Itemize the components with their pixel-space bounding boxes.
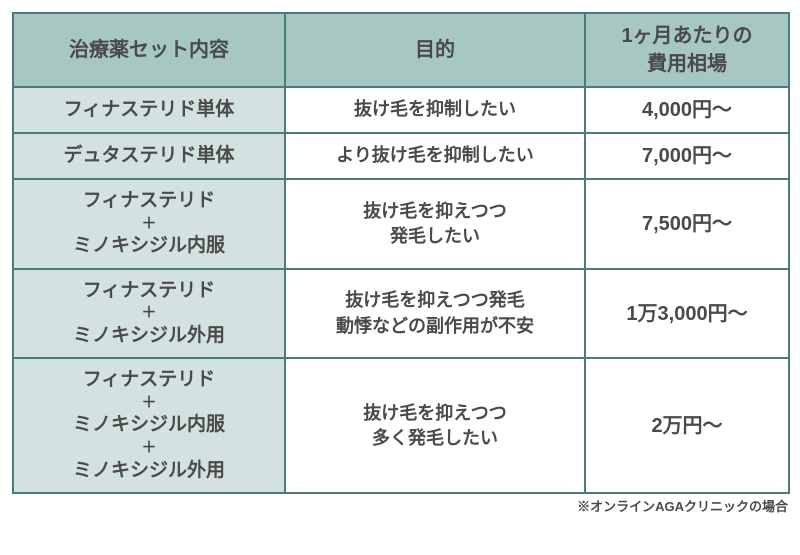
- cell-price: 2万円〜: [585, 358, 789, 493]
- purpose-line: 動悸などの副作用が不安: [292, 314, 578, 339]
- plus-separator: ＋: [20, 216, 278, 233]
- cell-price: 7,000円〜: [585, 133, 789, 179]
- table-header: 治療薬セット内容 目的 1ヶ月あたりの費用相場: [13, 13, 789, 87]
- set-line: デュタステリド単体: [20, 143, 278, 170]
- cell-set: フィナステリド単体: [13, 87, 285, 133]
- plus-separator: ＋: [20, 440, 278, 457]
- cell-purpose: 抜け毛を抑えつつ多く発毛したい: [285, 358, 585, 493]
- purpose-line: 抜け毛を抑えつつ発毛: [292, 288, 578, 313]
- purpose-line: 抜け毛を抑制したい: [292, 97, 578, 122]
- purpose-line: より抜け毛を抑制したい: [292, 143, 578, 168]
- table-row: フィナステリド＋ミノキシジル内服＋ミノキシジル外用抜け毛を抑えつつ多く発毛したい…: [13, 358, 789, 493]
- cell-purpose: 抜け毛を抑えつつ発毛動悸などの副作用が不安: [285, 269, 585, 359]
- set-line: フィナステリド単体: [20, 97, 278, 124]
- purpose-line: 発毛したい: [292, 224, 578, 249]
- plus-separator: ＋: [20, 305, 278, 322]
- plus-separator: ＋: [20, 395, 278, 412]
- table-row: フィナステリド＋ミノキシジル内服抜け毛を抑えつつ発毛したい7,500円〜: [13, 179, 789, 269]
- table-row: デュタステリド単体より抜け毛を抑制したい 7,000円〜: [13, 133, 789, 179]
- cell-purpose: 抜け毛を抑制したい: [285, 87, 585, 133]
- set-line: ミノキシジル内服: [20, 412, 278, 439]
- set-line: フィナステリド: [20, 188, 278, 215]
- col-header-purpose: 目的: [285, 13, 585, 87]
- table-row: フィナステリド単体抜け毛を抑制したい 4,000円〜: [13, 87, 789, 133]
- cell-price: 1万3,000円〜: [585, 269, 789, 359]
- cell-price: 4,000円〜: [585, 87, 789, 133]
- cell-price: 7,500円〜: [585, 179, 789, 269]
- table-body: フィナステリド単体抜け毛を抑制したい4,000円〜デュタステリド単体より抜け毛を…: [13, 87, 789, 493]
- set-line: フィナステリド: [20, 367, 278, 394]
- set-line: フィナステリド: [20, 278, 278, 305]
- cell-set: フィナステリド＋ミノキシジル内服＋ミノキシジル外用: [13, 358, 285, 493]
- cell-purpose: より抜け毛を抑制したい: [285, 133, 585, 179]
- set-line: ミノキシジル外用: [20, 323, 278, 350]
- purpose-line: 抜け毛を抑えつつ: [292, 199, 578, 224]
- purpose-line: 抜け毛を抑えつつ: [292, 401, 578, 426]
- footnote: ※オンラインAGAクリニックの場合: [12, 496, 788, 515]
- cell-set: フィナステリド＋ミノキシジル内服: [13, 179, 285, 269]
- set-line: ミノキシジル内服: [20, 233, 278, 260]
- table-row: フィナステリド＋ミノキシジル外用抜け毛を抑えつつ発毛動悸などの副作用が不安1万3…: [13, 269, 789, 359]
- treatment-table: 治療薬セット内容 目的 1ヶ月あたりの費用相場 フィナステリド単体抜け毛を抑制し…: [12, 12, 790, 494]
- col-header-set: 治療薬セット内容: [13, 13, 285, 87]
- col-header-price: 1ヶ月あたりの費用相場: [585, 13, 789, 87]
- cell-purpose: 抜け毛を抑えつつ発毛したい: [285, 179, 585, 269]
- purpose-line: 多く発毛したい: [292, 426, 578, 451]
- cell-set: デュタステリド単体: [13, 133, 285, 179]
- set-line: ミノキシジル外用: [20, 458, 278, 485]
- cell-set: フィナステリド＋ミノキシジル外用: [13, 269, 285, 359]
